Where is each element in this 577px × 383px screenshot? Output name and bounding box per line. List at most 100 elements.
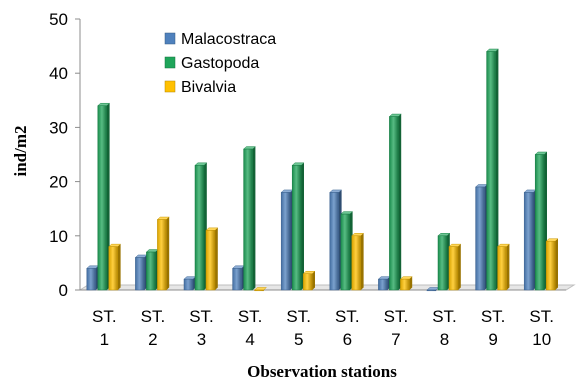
y-tick-label: 10 <box>49 227 68 246</box>
y-tick-label: 20 <box>49 173 68 192</box>
x-tick-label: ST. 2 <box>141 307 166 349</box>
bar-side <box>398 114 402 290</box>
bar-malacostraca-1 <box>86 265 100 291</box>
bar-gastopoda-8 <box>437 233 451 291</box>
y-tick-label: 50 <box>49 10 68 29</box>
x-tick-label: ST. 9 <box>481 307 506 349</box>
legend-swatch <box>164 80 176 93</box>
x-tick-label: ST. 6 <box>335 307 360 349</box>
bar-side <box>495 49 499 290</box>
x-tick-label: ST. 1 <box>92 307 117 349</box>
bar-bivalvia-3 <box>205 227 219 291</box>
bar-front <box>545 240 556 291</box>
y-tick-label: 30 <box>49 118 68 137</box>
bar-malacostraca-3 <box>183 276 197 291</box>
bar-front <box>475 186 485 291</box>
bar-malacostraca-9 <box>474 184 489 291</box>
bar-front <box>389 116 399 291</box>
bar-front <box>329 192 340 291</box>
x-tick-label: ST. 10 <box>529 307 554 349</box>
bar-bivalvia-6 <box>351 233 365 291</box>
y-tick-label: 40 <box>49 64 68 83</box>
bar-front <box>523 192 534 291</box>
bar-side <box>409 276 413 290</box>
bar-front <box>232 268 242 291</box>
x-tick-labels: ST. 1 ST. 2 ST. 3 ST. 4 ST. 5 ST. 6 ST. 7 ST. 8 ST. 9 ST. 1… <box>92 307 554 349</box>
legend: Malacostraca Gastopoda Bivalvia <box>164 31 276 96</box>
bar-front <box>108 246 119 291</box>
bar-side <box>301 162 304 290</box>
bar-front <box>486 51 496 291</box>
bar-bivalvia-7 <box>399 276 413 291</box>
bar-front <box>183 278 194 291</box>
bar-side <box>312 271 315 290</box>
bar-front <box>378 278 388 291</box>
bar-side <box>106 103 110 290</box>
legend-label: Gastopoda <box>181 55 259 72</box>
y-axis-title: ind/m2 <box>11 125 30 176</box>
bar-malacostraca-7 <box>377 276 391 291</box>
bar-malacostraca-10 <box>523 189 537 291</box>
bar-bivalvia-9 <box>496 243 511 291</box>
bar-side <box>117 244 121 290</box>
y-tick-labels: 0 10 20 30 40 50 <box>49 10 68 300</box>
bar-front <box>205 230 216 291</box>
bar-front <box>194 165 205 291</box>
bar-front <box>351 235 362 291</box>
bar-gastopoda-10 <box>534 151 548 291</box>
bar-front <box>426 289 437 292</box>
bar-side <box>166 217 170 290</box>
bar-bivalvia-5 <box>302 270 316 291</box>
bar-front <box>400 278 410 291</box>
legend-item-bivalvia: Bivalvia <box>164 79 236 96</box>
legend-item-gastopoda: Gastopoda <box>164 55 259 72</box>
x-tick-label: ST. 5 <box>286 307 311 349</box>
bar-front <box>157 219 167 291</box>
y-tick-label: 0 <box>59 281 68 300</box>
bar-gastopoda-4 <box>242 146 257 291</box>
legend-item-malacostraca: Malacostraca <box>164 31 276 48</box>
bar-front <box>437 235 448 291</box>
bar-front <box>86 268 97 291</box>
legend-label: Malacostraca <box>181 31 276 48</box>
legend-label: Bivalvia <box>181 79 236 96</box>
bar-bivalvia-2 <box>156 216 170 291</box>
bar-gastopoda-2 <box>145 249 159 291</box>
bar-side <box>458 244 461 290</box>
bar-malacostraca-6 <box>329 189 343 291</box>
bar-front <box>135 257 145 291</box>
legend-swatch <box>164 56 176 69</box>
bar-front <box>291 165 302 291</box>
bar-side <box>360 233 364 290</box>
bar-malacostraca-5 <box>280 189 294 291</box>
bar-bivalvia-1 <box>108 243 122 291</box>
x-tick-label: ST. 8 <box>432 307 457 349</box>
bar-front <box>448 246 459 291</box>
x-axis-title: Observation stations <box>247 362 397 381</box>
bar-bivalvia-8 <box>448 243 462 291</box>
bar-gastopoda-5 <box>291 162 305 291</box>
bar-front <box>243 148 253 291</box>
bar-side <box>252 146 256 290</box>
bar-front <box>534 154 545 291</box>
legend-swatch <box>164 32 176 45</box>
bar-gastopoda-7 <box>388 113 402 291</box>
bar-front <box>254 289 264 292</box>
bar-gastopoda-9 <box>485 48 500 291</box>
x-tick-label: ST. 4 <box>238 307 263 349</box>
bar-front <box>302 273 313 291</box>
x-tick-label: ST. 7 <box>384 307 409 349</box>
bar-front <box>340 213 351 291</box>
bar-bivalvia-4 <box>253 287 268 292</box>
bar-front <box>280 192 291 291</box>
bar-gastopoda-6 <box>340 211 354 291</box>
bar-gastopoda-3 <box>194 162 208 291</box>
bar-bivalvia-10 <box>545 238 559 291</box>
bars <box>86 48 559 292</box>
bar-side <box>506 244 510 290</box>
bar-front <box>497 246 507 291</box>
x-tick-label: ST. 3 <box>189 307 214 349</box>
bar-malacostraca-2 <box>134 254 148 291</box>
bar-gastopoda-1 <box>97 102 111 291</box>
